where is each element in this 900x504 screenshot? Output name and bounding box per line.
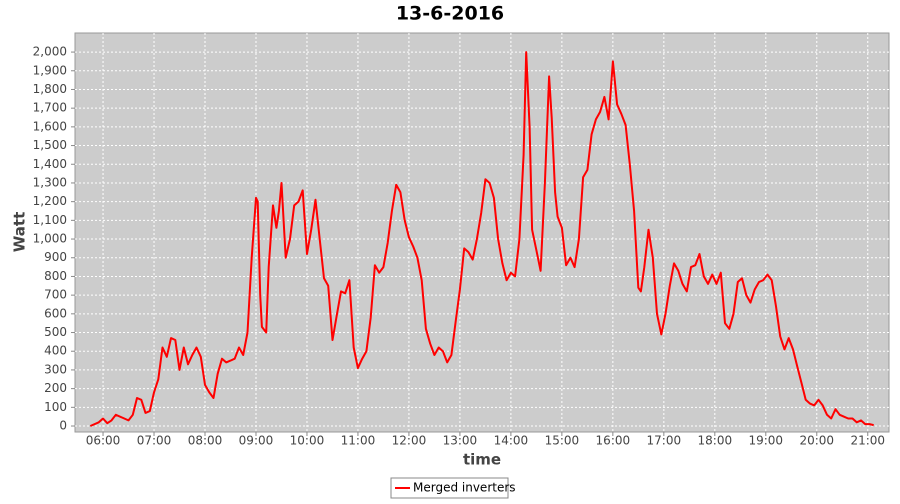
y-tick-label: 1,900 — [33, 63, 67, 77]
x-tick-label: 07:00 — [137, 434, 172, 448]
x-tick-label: 06:00 — [86, 434, 121, 448]
x-tick-label: 20:00 — [799, 434, 834, 448]
y-tick-label: 1,500 — [33, 138, 67, 152]
y-tick-label: 1,100 — [33, 213, 67, 227]
y-tick-label: 2,000 — [33, 45, 67, 59]
x-tick-label: 15:00 — [545, 434, 580, 448]
y-tick-label: 300 — [44, 362, 67, 376]
y-tick-label: 1,400 — [33, 157, 67, 171]
y-tick-label: 600 — [44, 306, 67, 320]
x-tick-label: 18:00 — [698, 434, 733, 448]
x-tick-label: 21:00 — [850, 434, 885, 448]
y-tick-label: 900 — [44, 250, 67, 264]
y-tick-label: 400 — [44, 344, 67, 358]
x-tick-label: 08:00 — [188, 434, 223, 448]
y-tick-label: 100 — [44, 400, 67, 414]
legend-label: Merged inverters — [413, 481, 516, 495]
x-tick-label: 11:00 — [341, 434, 376, 448]
y-tick-label: 1,300 — [33, 175, 67, 189]
plot-area — [74, 32, 890, 433]
x-tick-label: 12:00 — [392, 434, 427, 448]
y-axis-label: Watt — [11, 212, 29, 252]
legend — [390, 477, 509, 499]
y-tick-label: 500 — [44, 325, 67, 339]
x-axis-label: time — [463, 451, 501, 469]
y-tick-label: 700 — [44, 288, 67, 302]
x-tick-label: 09:00 — [239, 434, 274, 448]
y-tick-label: 0 — [59, 419, 67, 433]
y-tick-label: 1,600 — [33, 119, 67, 133]
y-tick-label: 800 — [44, 269, 67, 283]
x-tick-label: 17:00 — [647, 434, 682, 448]
y-tick-label: 1,700 — [33, 101, 67, 115]
x-tick-label: 10:00 — [290, 434, 325, 448]
x-tick-label: 14:00 — [494, 434, 529, 448]
chart-title: 13-6-2016 — [396, 3, 504, 25]
y-tick-label: 200 — [44, 381, 67, 395]
x-tick-label: 13:00 — [443, 434, 478, 448]
data-line — [89, 51, 874, 427]
y-tick-label: 1,200 — [33, 194, 67, 208]
y-tick-label: 1,800 — [33, 82, 67, 96]
x-tick-label: 19:00 — [748, 434, 783, 448]
x-tick-label: 16:00 — [596, 434, 631, 448]
y-tick-label: 1,000 — [33, 232, 67, 246]
